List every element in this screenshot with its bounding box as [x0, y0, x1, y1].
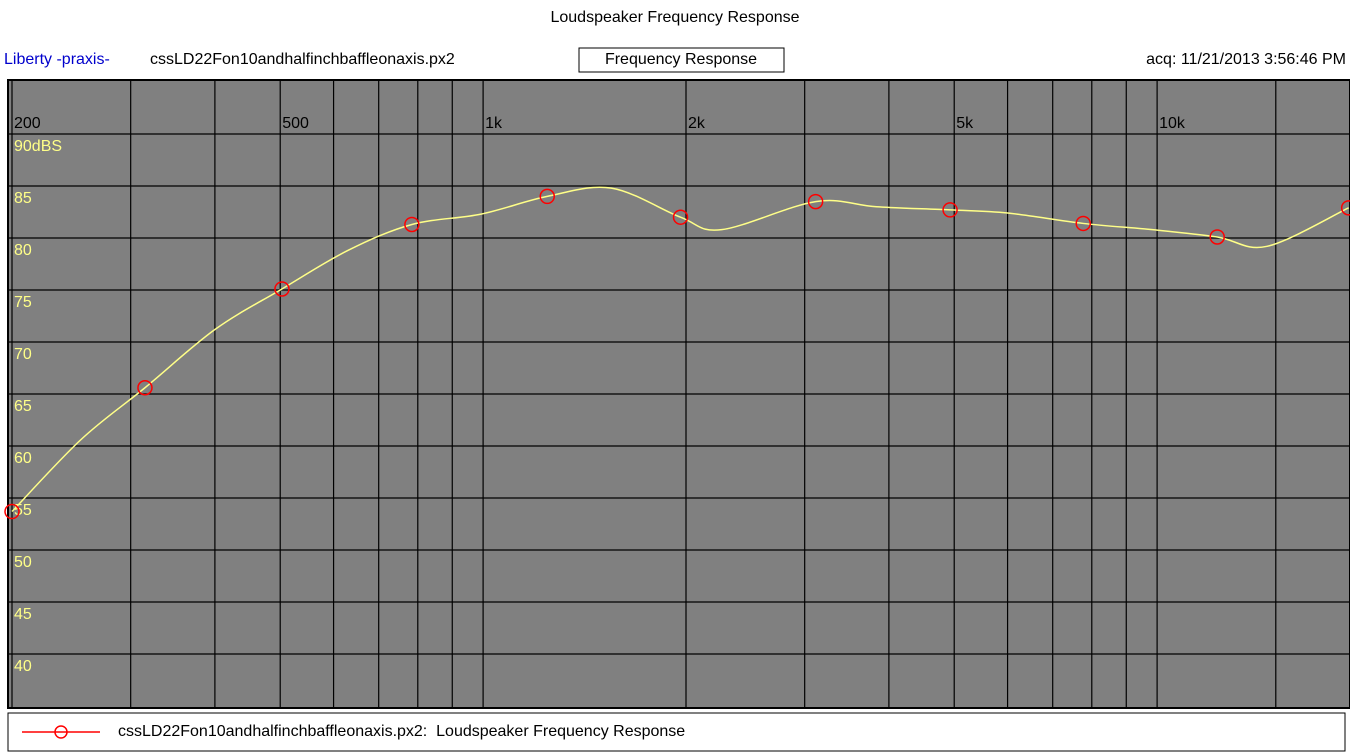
file-label: cssLD22Fon10andhalfinchbaffleonaxis.px2 [150, 51, 455, 68]
legend-marker [54, 725, 68, 739]
data-marker [4, 503, 20, 520]
data-marker [274, 281, 290, 297]
chart-title: Loudspeaker Frequency Response [550, 9, 799, 26]
y-tick-label: 50 [14, 554, 32, 571]
data-marker [539, 188, 555, 205]
source-label: Liberty -praxis- [4, 51, 110, 68]
y-tick-label: 45 [14, 606, 32, 623]
data-marker [1340, 200, 1350, 216]
acquired-label: acq: 11/21/2013 3:56:46 PM [1146, 51, 1346, 68]
y-tick-label: 85 [14, 190, 32, 207]
x-tick-label: 5k [956, 115, 974, 132]
data-marker [404, 216, 420, 233]
x-tick-label: 1k [485, 115, 503, 132]
x-tick-label: 200 [14, 115, 41, 132]
legend-box [7, 712, 1346, 752]
y-tick-label: 90dBS [14, 138, 62, 155]
x-tick-label: 10k [1159, 115, 1186, 132]
data-marker [137, 380, 153, 396]
y-tick-label: 80 [14, 242, 32, 259]
data-marker [1209, 229, 1225, 245]
x-tick-label: 2k [688, 115, 706, 132]
y-tick-label: 40 [14, 658, 32, 675]
series-line [11, 186, 1349, 513]
y-tick-label: 70 [14, 346, 32, 363]
legend-label: cssLD22Fon10andhalfinchbaffleonaxis.px2:… [118, 723, 685, 740]
view-label: Frequency Response [605, 51, 757, 68]
x-tick-label: 500 [282, 115, 309, 132]
y-tick-label: 75 [14, 294, 32, 311]
data-marker [1075, 215, 1091, 232]
y-tick-label: 60 [14, 450, 32, 467]
y-tick-label: 65 [14, 398, 32, 415]
data-marker [672, 209, 689, 225]
data-marker [807, 193, 824, 210]
data-marker [942, 202, 958, 218]
view-box [578, 47, 785, 73]
